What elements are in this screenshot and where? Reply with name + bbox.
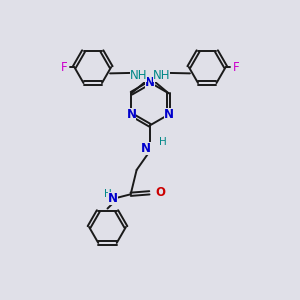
Text: N: N [127,108,136,121]
Text: N: N [145,76,155,89]
Text: F: F [61,61,68,74]
Text: N: N [141,142,151,155]
Text: H: H [159,137,167,147]
Text: NH: NH [153,69,170,82]
Text: NH: NH [130,69,147,82]
Text: H: H [104,189,112,199]
Text: F: F [232,61,239,74]
Text: N: N [108,192,118,205]
Text: N: N [164,108,173,121]
Text: O: O [155,186,165,199]
